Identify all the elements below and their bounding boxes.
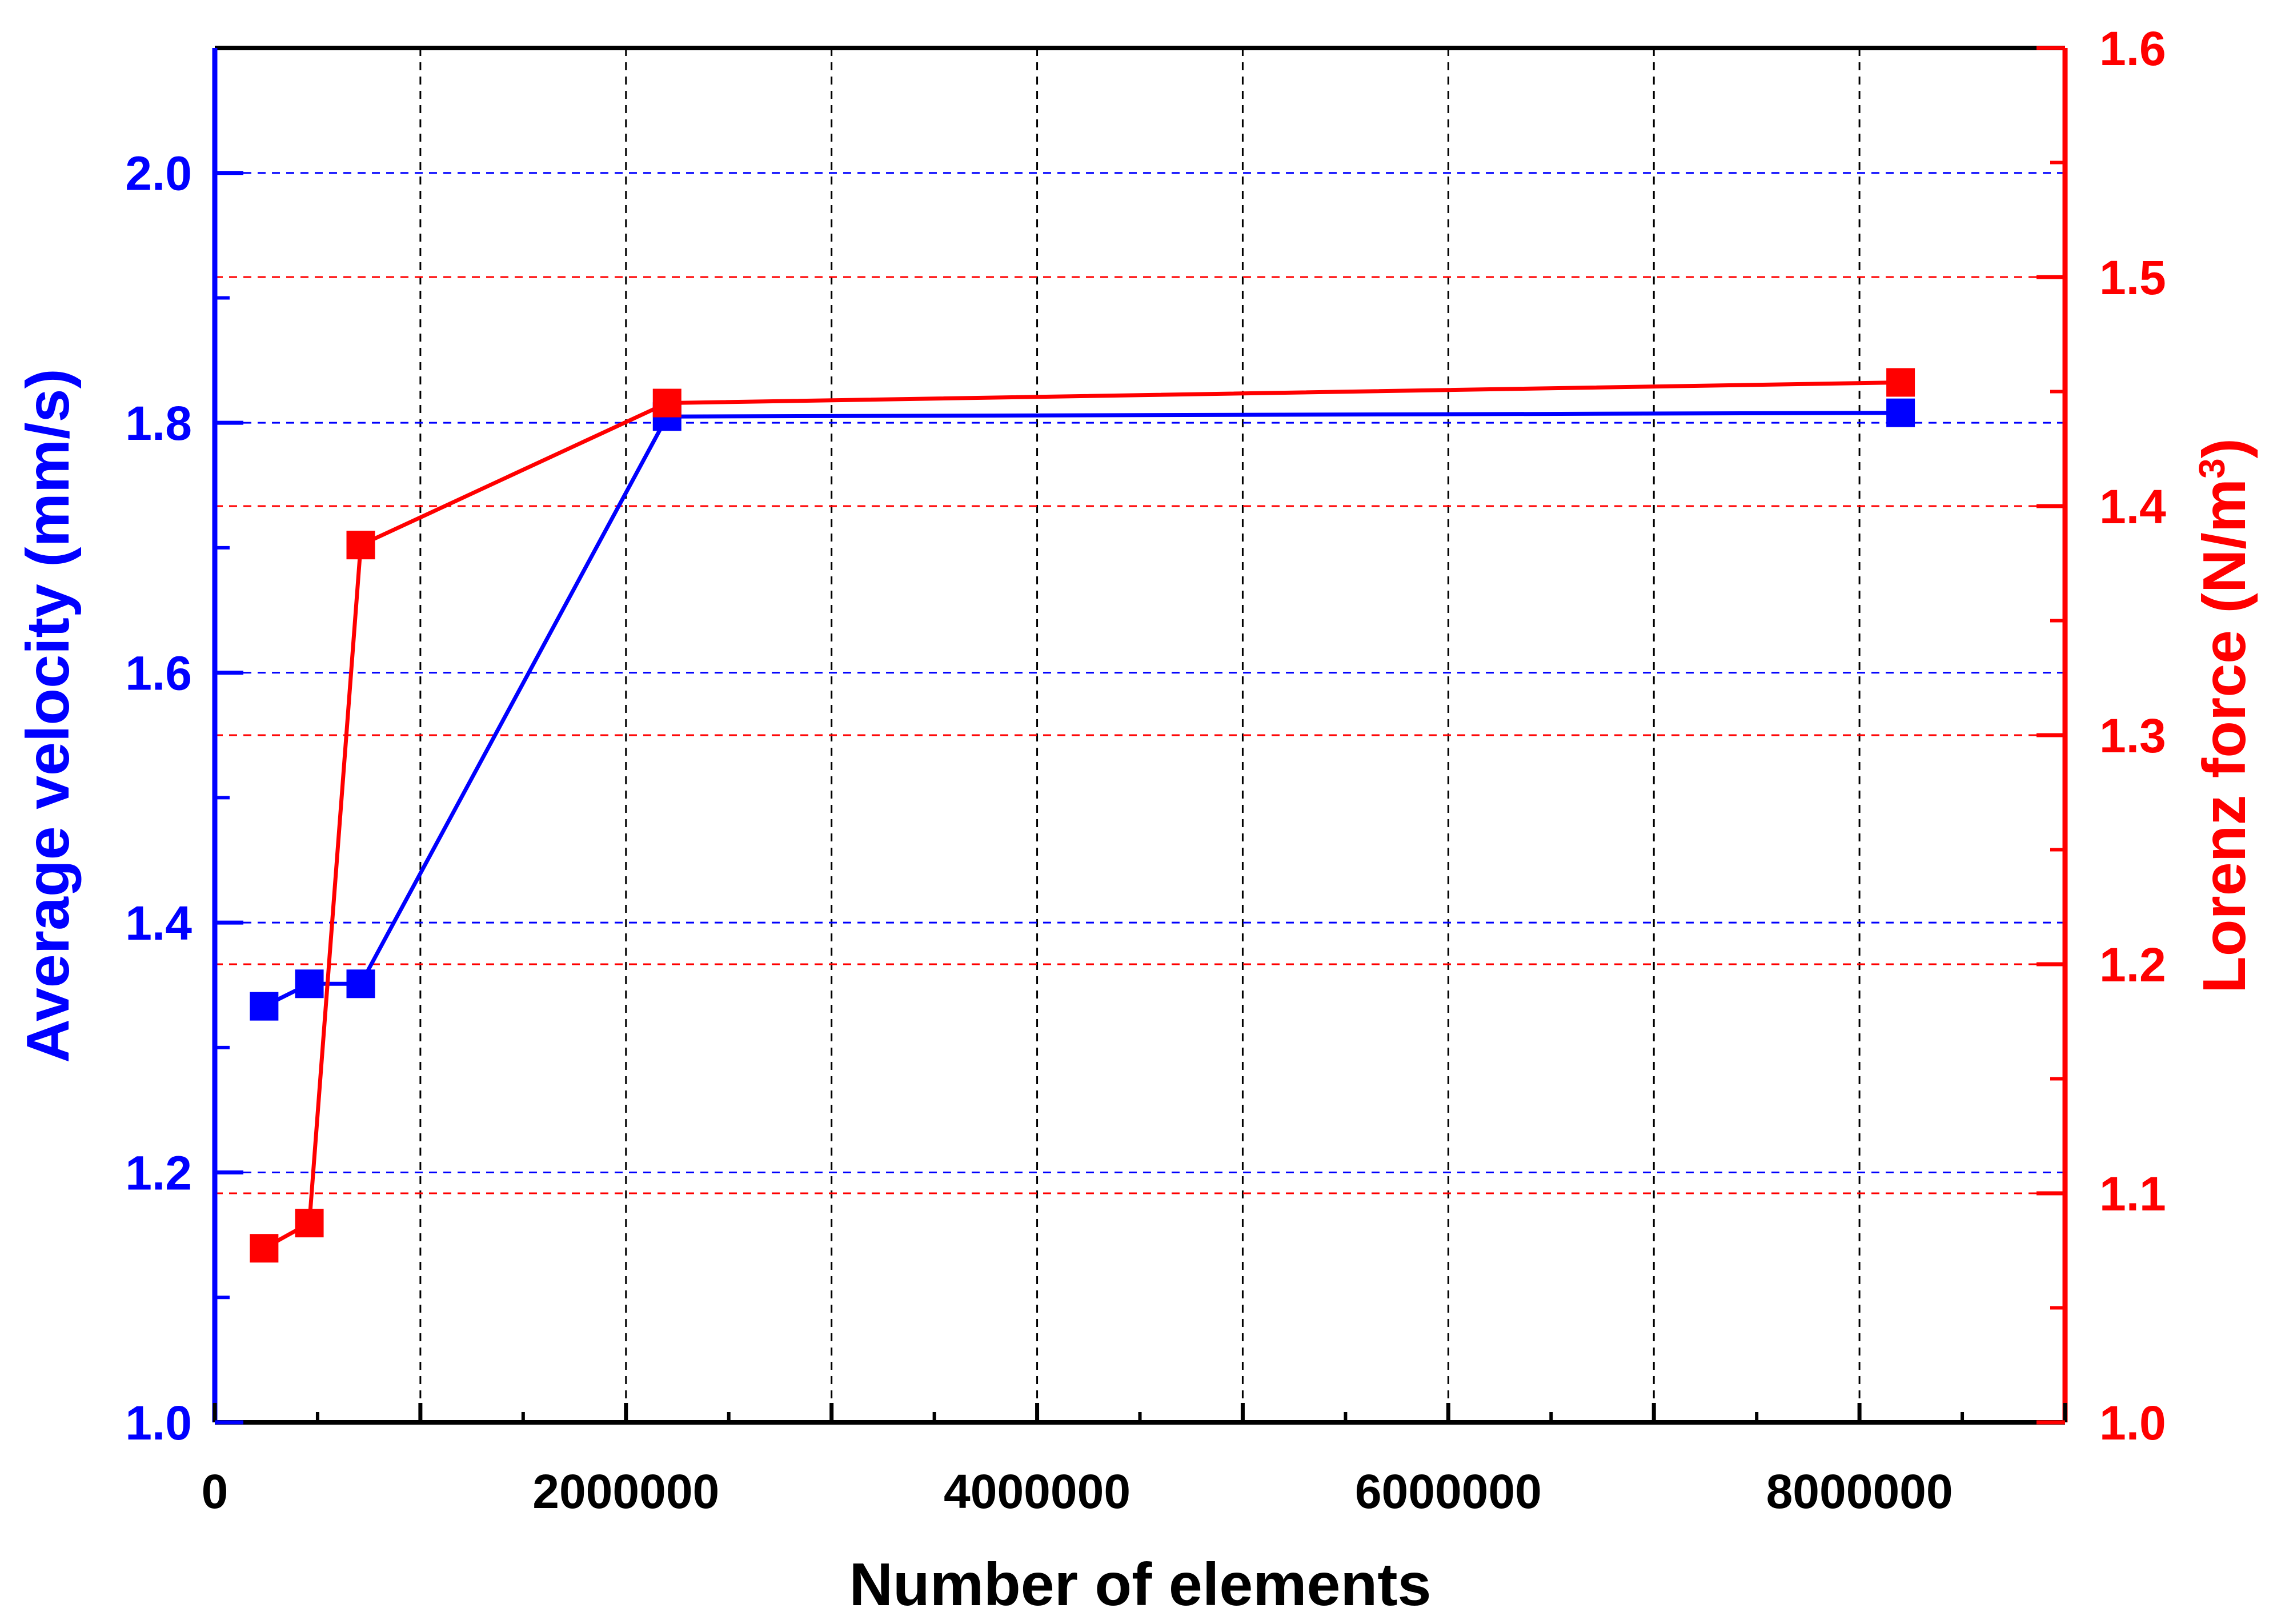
- y-right-axis-title-close: ): [2191, 438, 2258, 458]
- y-right-axis-title-superscript: 3: [2191, 458, 2232, 479]
- y-right-tick-label: 1.1: [2099, 1167, 2166, 1221]
- x-tick-label: 6000000: [1355, 1465, 1542, 1518]
- lorenz-force-data-point: [1886, 368, 1915, 397]
- y-right-tick-label: 1.4: [2099, 480, 2166, 534]
- velocity-data-point: [1886, 398, 1915, 427]
- y-left-axis-title: Average velocity (mm/s): [14, 368, 82, 1063]
- lorenz-force-data-point: [250, 1234, 279, 1263]
- y-right-tick-label: 1.0: [2099, 1396, 2166, 1450]
- tick-labels: 0 2000000 4000000 6000000 8000000 1.0 1.2 1.4 1.…: [125, 22, 2166, 1518]
- x-tick-label: 4000000: [944, 1465, 1131, 1518]
- y-right-tick-label: 1.5: [2099, 251, 2166, 304]
- y-right-tick-label: 1.6: [2099, 22, 2166, 75]
- x-tick-label: 0: [202, 1465, 228, 1518]
- lorenz-force-series-line: [263, 380, 1901, 1250]
- grid-lines: [215, 48, 2065, 1422]
- velocity-data-point: [295, 969, 324, 999]
- y-right-axis-title: Lorenz force (N/m3): [2191, 438, 2258, 993]
- axes: [212, 46, 2068, 1425]
- x-tick-label: 8000000: [1766, 1465, 1953, 1518]
- x-tick-label: 2000000: [532, 1465, 719, 1518]
- velocity-data-point: [250, 992, 279, 1021]
- velocity-series-line: [263, 411, 1901, 1008]
- y-left-tick-label: 1.4: [125, 896, 192, 950]
- y-right-tick-label: 1.2: [2099, 938, 2166, 992]
- y-left-tick-label: 1.8: [125, 396, 192, 450]
- y-right-axis-title-main: Lorenz force (N/m: [2191, 479, 2258, 993]
- y-left-tick-label: 2.0: [125, 147, 192, 201]
- y-right-tick-label: 1.3: [2099, 709, 2166, 763]
- lorenz-force-data-point: [652, 388, 682, 418]
- lorenz-force-data-point: [295, 1209, 324, 1238]
- y-left-tick-label: 1.0: [125, 1396, 192, 1450]
- lorenz-force-data-point: [346, 531, 375, 560]
- y-left-tick-label: 1.6: [125, 647, 192, 700]
- x-axis-title: Number of elements: [849, 1551, 1431, 1618]
- series-layer: [250, 368, 1915, 1263]
- y-left-tick-label: 1.2: [125, 1146, 192, 1200]
- velocity-data-point: [346, 969, 375, 999]
